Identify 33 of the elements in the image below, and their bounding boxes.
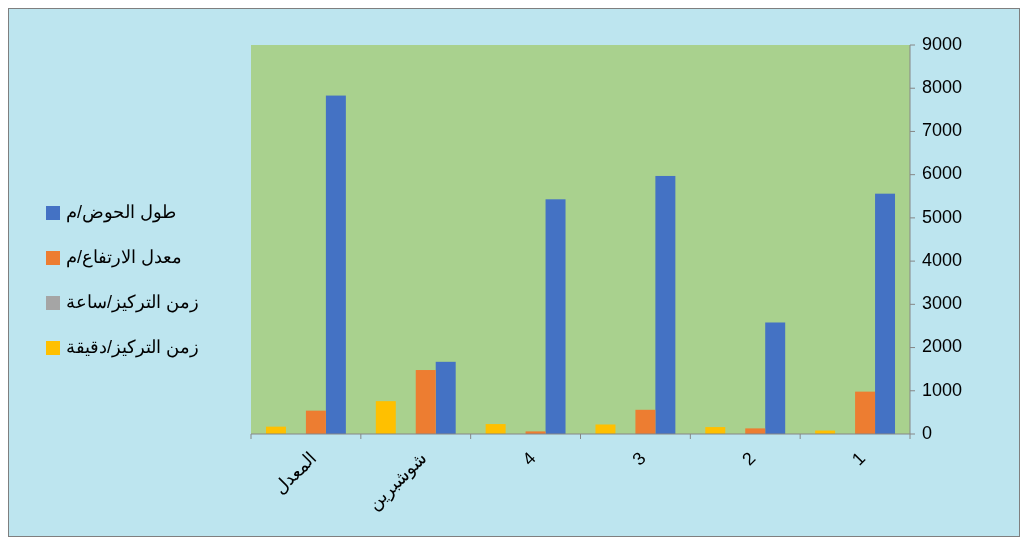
- x-tick-label: 2: [738, 448, 760, 470]
- y-tick-label: 8000: [922, 76, 963, 97]
- y-tick-label: 4000: [922, 249, 963, 270]
- bar: [435, 361, 456, 434]
- legend-label: طول الحوض/م: [66, 201, 177, 223]
- bar: [595, 424, 616, 434]
- bar: [875, 193, 896, 434]
- y-tick-label: 1000: [922, 379, 963, 400]
- x-tick-label: 3: [628, 448, 650, 470]
- bar: [655, 175, 676, 434]
- x-tick-label: 4: [518, 448, 540, 470]
- y-tick-label: 0: [922, 422, 933, 443]
- y-tick-label: 6000: [922, 163, 963, 184]
- y-tick-label: 9000: [922, 33, 963, 54]
- x-tick-label: شوشبرين: [364, 448, 431, 515]
- legend-label: زمن التركيز/دقيقة: [66, 336, 200, 358]
- bar: [855, 391, 876, 434]
- bar: [305, 410, 326, 434]
- legend-label: زمن التركيز/ساعة: [66, 291, 200, 313]
- y-tick-label: 5000: [922, 206, 963, 227]
- y-tick-label: 3000: [922, 293, 963, 314]
- legend-label: معدل الارتفاع/م: [66, 246, 183, 268]
- bar: [415, 370, 436, 434]
- bar: [635, 409, 656, 434]
- bar: [485, 424, 506, 434]
- x-tick-label: المعدل: [269, 448, 321, 499]
- bar: [375, 401, 396, 434]
- bar: [765, 322, 786, 434]
- bar: [325, 95, 346, 434]
- bar: [545, 199, 566, 434]
- y-tick-label: 7000: [922, 120, 963, 141]
- y-tick-label: 2000: [922, 336, 963, 357]
- x-tick-label: 1: [848, 448, 870, 470]
